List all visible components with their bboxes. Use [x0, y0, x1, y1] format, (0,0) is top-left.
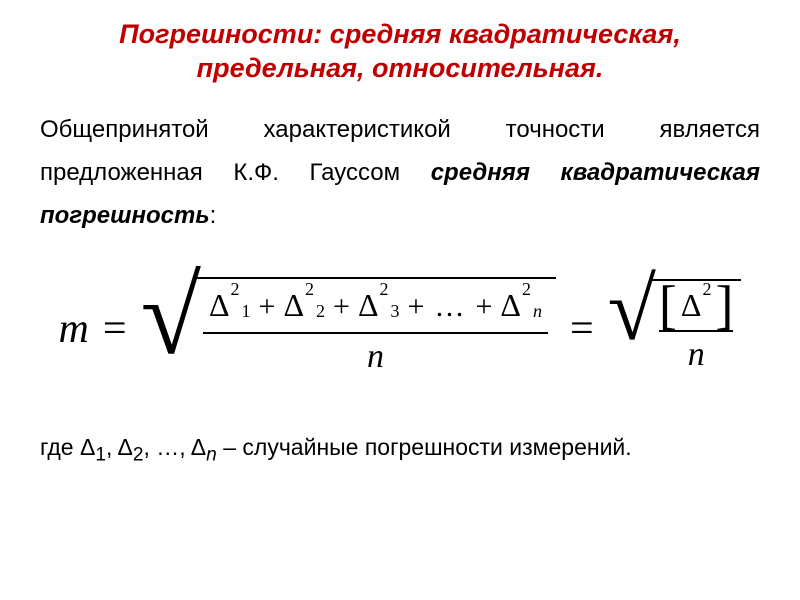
plus-2: + [333, 290, 350, 324]
bracket-numerator: [ Δ2 ] [659, 287, 734, 330]
sqrt-compact: √ [ Δ2 ] n [608, 279, 742, 378]
fn-sub-n: n [206, 445, 217, 466]
ellipsis: … [434, 290, 465, 324]
delta-n: Δ [500, 287, 521, 324]
delta-squared: Δ2 [681, 287, 712, 324]
denominator-2: n [682, 332, 711, 376]
sqrt-expanded: √ Δ21 + Δ22 + Δ23 + … + [141, 277, 556, 380]
left-bracket-icon: [ [659, 289, 677, 321]
term-2: Δ22 [283, 287, 325, 324]
slide-title: Погрешности: средняя квадратическая, пре… [40, 18, 760, 86]
sub-n: n [533, 301, 542, 322]
sub-2: 2 [316, 301, 325, 322]
sup-2: 2 [305, 279, 314, 300]
right-bracket-icon: ] [715, 289, 733, 321]
denominator-1: n [361, 334, 390, 378]
fn-c2: , …, Δ [144, 434, 207, 460]
plus-1: + [259, 290, 276, 324]
radicand-compact: [ Δ2 ] n [651, 279, 742, 378]
fn-pre: где Δ [40, 434, 95, 460]
intro-paragraph: Общепринятой характеристикой точности яв… [40, 108, 760, 238]
footnote: где Δ1, Δ2, …, Δn – случайные погрешност… [40, 426, 760, 474]
term-n: Δ2n [500, 287, 542, 324]
delta-3: Δ [358, 287, 379, 324]
plus-4: + [475, 290, 492, 324]
formula-lhs: m [59, 305, 89, 353]
term-1: Δ21 [209, 287, 251, 324]
intro-post: : [210, 202, 217, 229]
sub-1: 1 [242, 301, 251, 322]
sub-3: 3 [391, 301, 400, 322]
formula: m = √ Δ21 + Δ22 + Δ23 + [40, 277, 760, 380]
formula-eq-2: = [570, 305, 594, 353]
sup-n: 2 [522, 279, 531, 300]
delta-2: Δ [283, 287, 304, 324]
sup-3: 2 [380, 279, 389, 300]
sup-generic: 2 [702, 279, 711, 300]
numerator-sum: Δ21 + Δ22 + Δ23 + … + Δ2n [203, 285, 548, 332]
delta-1: Δ [209, 287, 230, 324]
radical-icon-2: √ [608, 279, 656, 342]
formula-eq-1: = [103, 305, 127, 353]
delta-generic: Δ [681, 287, 702, 324]
fn-post: – случайные погрешности измерений. [217, 434, 632, 460]
term-3: Δ23 [358, 287, 400, 324]
fn-sub-2: 2 [133, 445, 144, 466]
sup-1: 2 [231, 279, 240, 300]
fn-sub-1: 1 [95, 445, 106, 466]
slide: Погрешности: средняя квадратическая, пре… [0, 0, 800, 600]
fn-c1: , Δ [106, 434, 133, 460]
radical-icon: √ [141, 277, 201, 356]
plus-3: + [408, 290, 425, 324]
radicand-expanded: Δ21 + Δ22 + Δ23 + … + Δ2n [195, 277, 556, 380]
